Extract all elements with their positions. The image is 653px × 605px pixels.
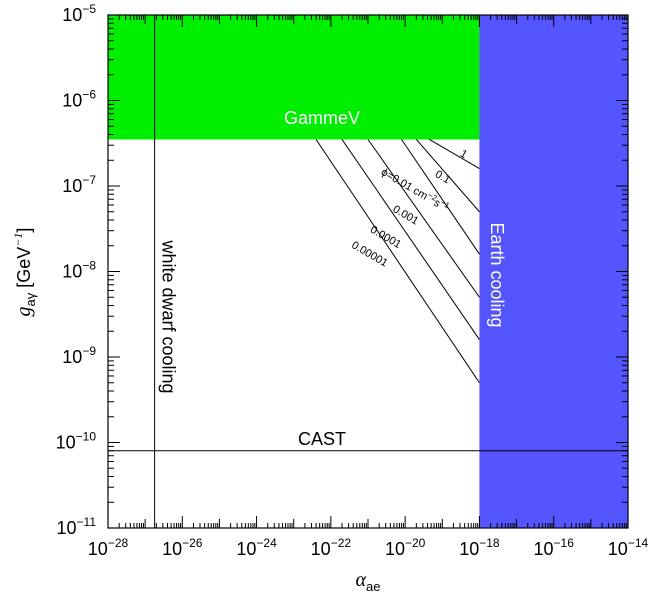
x-tick-label-6: 10−16 — [534, 536, 575, 559]
x-tick-label-base: 10 — [236, 539, 256, 559]
y-tick-label-base: 10 — [62, 5, 82, 25]
flux-label-text-4: 0.0001 — [368, 224, 403, 251]
region-label-gammev: GammeV — [284, 108, 360, 128]
y-tick-label-exp: −10 — [76, 430, 97, 444]
x-tick-label-2: 10−24 — [236, 536, 277, 559]
flux-label-text-1: 0.1 — [433, 168, 452, 186]
flux-line-2 — [401, 139, 480, 255]
y-axis-title-unit: [GeV — [14, 247, 34, 293]
y-tick-label-2: 10−9 — [62, 344, 96, 367]
y-tick-label-1: 10−10 — [56, 430, 97, 453]
x-tick-label-base: 10 — [459, 539, 479, 559]
flux-label-text-0: 1 — [458, 148, 469, 161]
regions-layer — [108, 15, 628, 528]
x-tick-label-base: 10 — [311, 539, 331, 559]
x-tick-label-5: 10−18 — [459, 536, 500, 559]
x-tick-label-base: 10 — [534, 539, 554, 559]
y-tick-label-5: 10−6 — [62, 88, 96, 111]
x-axis-title-main: α — [356, 569, 367, 591]
limit-label-cast: CAST — [298, 429, 346, 449]
x-tick-label-4: 10−20 — [385, 536, 426, 559]
region-0 — [108, 15, 480, 140]
x-tick-label-exp: −28 — [108, 536, 129, 550]
flux-label-1: 0.1 — [433, 168, 452, 186]
x-tick-label-1: 10−26 — [162, 536, 203, 559]
plot-frame — [107, 14, 629, 529]
y-tick-label-base: 10 — [62, 347, 82, 367]
y-axis-title-unit-close: ] — [14, 228, 34, 233]
y-axis-title-main: g — [13, 306, 35, 316]
limit-label-white-dwarf: white dwarf cooling — [159, 239, 179, 393]
y-tick-label-exp: −6 — [82, 88, 96, 102]
y-tick-label-base: 10 — [56, 433, 76, 453]
region-1 — [479, 15, 628, 528]
x-tick-label-7: 10−14 — [608, 536, 649, 559]
y-tick-label-exp: −7 — [82, 173, 96, 187]
x-tick-label-base: 10 — [385, 539, 405, 559]
flux-label-5: 0.00001 — [349, 239, 389, 269]
x-axis-title-sub: ae — [366, 579, 380, 594]
region-label-earth-cooling: Earth cooling — [487, 222, 507, 327]
y-tick-label-6: 10−5 — [62, 2, 96, 25]
flux-label-0: 1 — [458, 148, 469, 161]
x-tick-label-exp: −16 — [554, 536, 575, 550]
x-tick-label-exp: −22 — [331, 536, 352, 550]
lines-layer — [108, 15, 628, 528]
flux-label-4: 0.0001 — [368, 224, 403, 251]
x-tick-label-exp: −14 — [628, 536, 649, 550]
x-tick-label-0: 10−28 — [88, 536, 129, 559]
flux-line-4 — [341, 139, 480, 340]
y-tick-label-base: 10 — [62, 91, 82, 111]
ticks-layer — [107, 14, 629, 529]
y-tick-label-exp: −8 — [82, 259, 96, 273]
x-axis-title: αae — [356, 569, 381, 594]
flux-label-text-2: ϕ=0.01 cm — [379, 166, 430, 202]
y-tick-label-4: 10−7 — [62, 173, 96, 196]
flux-line-3 — [367, 139, 480, 298]
flux-line-1 — [415, 139, 480, 213]
y-axis-title-unit-exp: −1 — [11, 233, 25, 247]
flux-label-mid: s — [431, 197, 442, 210]
x-tick-label-3: 10−22 — [311, 536, 352, 559]
x-tick-label-base: 10 — [162, 539, 182, 559]
y-tick-label-exp: −5 — [82, 2, 96, 16]
flux-label-text-5: 0.00001 — [349, 239, 389, 269]
y-tick-label-base: 10 — [62, 262, 82, 282]
y-tick-label-exp: −9 — [82, 344, 96, 358]
x-tick-label-base: 10 — [88, 539, 108, 559]
x-tick-label-exp: −26 — [182, 536, 203, 550]
x-tick-label-exp: −18 — [479, 536, 500, 550]
y-tick-label-base: 10 — [57, 518, 77, 538]
x-tick-label-base: 10 — [608, 539, 628, 559]
y-tick-label-base: 10 — [62, 176, 82, 196]
x-tick-label-exp: −20 — [405, 536, 426, 550]
x-tick-label-exp: −24 — [256, 536, 277, 550]
y-tick-label-3: 10−8 — [62, 259, 96, 282]
y-axis-title: gaγ [GeV−1] — [11, 228, 38, 317]
flux-line-5 — [315, 139, 480, 384]
y-tick-label-0: 10−11 — [57, 515, 97, 538]
flux-line-0 — [429, 139, 480, 169]
y-axis-title-sub: aγ — [23, 292, 38, 306]
y-tick-label-exp: −11 — [77, 515, 97, 529]
